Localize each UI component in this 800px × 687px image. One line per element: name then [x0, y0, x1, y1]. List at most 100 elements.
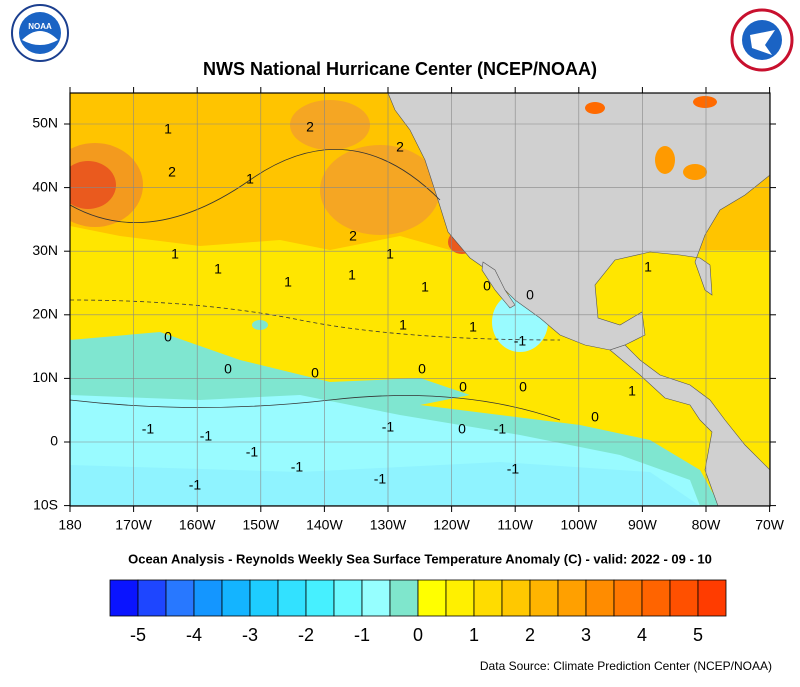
- lon-label: 170W: [115, 517, 152, 533]
- colorbar-swatch: [585, 579, 615, 617]
- colorbar-swatch: [641, 579, 671, 617]
- colorbar-swatch: [529, 579, 559, 617]
- colorbar-swatch: [137, 579, 167, 617]
- contour-label: 1: [399, 317, 407, 333]
- colorbar-swatch: [193, 579, 223, 617]
- contour-label: -1: [382, 419, 395, 435]
- colorbar-swatch: [109, 579, 139, 617]
- contour-label: 1: [421, 279, 429, 295]
- colorbar-swatch: [249, 579, 279, 617]
- colorbar-label: 3: [581, 625, 591, 645]
- contour-label: 0: [164, 329, 172, 345]
- colorbar-swatch: [445, 579, 475, 617]
- contour-label: 0: [224, 361, 232, 377]
- colorbar-label: 5: [693, 625, 703, 645]
- lat-label: 40N: [32, 178, 58, 194]
- lon-label: 110W: [497, 517, 533, 533]
- contour-label: 0: [519, 379, 527, 395]
- lon-label: 120W: [433, 517, 470, 533]
- lon-label: 80W: [692, 517, 722, 533]
- colorbar-swatch: [277, 579, 307, 617]
- lon-label: 180: [58, 517, 82, 533]
- colorbar-swatch: [697, 579, 727, 617]
- noaa-logo-text: NOAA: [28, 22, 52, 31]
- lat-label: 10N: [32, 369, 58, 385]
- contour-label: 1: [164, 121, 172, 137]
- map-frame: [69, 92, 771, 507]
- lat-label: 10S: [33, 496, 58, 512]
- contour-label: -1: [246, 444, 259, 460]
- lon-label: 90W: [628, 517, 658, 533]
- contour-label: -1: [200, 428, 213, 444]
- title: NWS National Hurricane Center (NCEP/NOAA…: [203, 59, 597, 79]
- contour-label: 1: [469, 319, 477, 335]
- contour-label: 1: [214, 261, 222, 277]
- lon-label: 70W: [755, 517, 785, 533]
- contour-label: 1: [386, 246, 394, 262]
- lat-label: 50N: [32, 115, 58, 131]
- colorbar-swatch: [473, 579, 503, 617]
- contour-label: 2: [396, 139, 404, 155]
- contour-label: -1: [507, 461, 520, 477]
- contour-label: 2: [306, 119, 314, 135]
- contour-label: -1: [189, 477, 202, 493]
- colorbar-label: -4: [186, 625, 202, 645]
- colorbar-swatch: [165, 579, 195, 617]
- colorbar-label: -5: [130, 625, 146, 645]
- lon-label: 100W: [561, 517, 598, 533]
- caption: Ocean Analysis - Reynolds Weekly Sea Sur…: [128, 551, 712, 566]
- lat-label: 30N: [32, 242, 58, 258]
- lat-label: 0: [50, 433, 58, 449]
- contour-label: 0: [458, 421, 466, 437]
- contour-label: -1: [291, 459, 304, 475]
- contour-label: 1: [628, 383, 636, 399]
- lon-label: 150W: [243, 517, 280, 533]
- contour-label: 1: [171, 246, 179, 262]
- colorbar-label: 1: [469, 625, 479, 645]
- lon-label: 140W: [306, 517, 343, 533]
- contour-label: 1: [644, 259, 652, 275]
- contour-label: 2: [349, 228, 357, 244]
- colorbar-swatch: [417, 579, 447, 617]
- lat-label: 20N: [32, 306, 58, 322]
- contour-label: -1: [494, 421, 507, 437]
- contour-label: -1: [514, 333, 527, 349]
- contour-label: 0: [311, 365, 319, 381]
- contour-label: 1: [348, 267, 356, 283]
- noaa-logo: NOAA: [11, 4, 69, 62]
- colorbar-label: 2: [525, 625, 535, 645]
- colorbar-label: 0: [413, 625, 423, 645]
- colorbar-label: -1: [354, 625, 370, 645]
- colorbar-swatch: [557, 579, 587, 617]
- nws-logo: [730, 8, 794, 72]
- contour-label: 0: [418, 361, 426, 377]
- contour-label: 2: [168, 164, 176, 180]
- contour-label: 1: [246, 171, 254, 187]
- colorbar: -5 -4 -3 -2 -1 0 1 2 3 4 5: [109, 579, 727, 645]
- colorbar-swatch: [221, 579, 251, 617]
- lon-label: 130W: [370, 517, 407, 533]
- contour-label: 0: [483, 278, 491, 294]
- anomaly-field: [70, 93, 770, 506]
- colorbar-swatch: [501, 579, 531, 617]
- colorbar-swatch: [613, 579, 643, 617]
- colorbar-swatch: [389, 579, 419, 617]
- contour-label: 1: [284, 274, 292, 290]
- lon-label: 160W: [179, 517, 216, 533]
- contour-label: 0: [459, 379, 467, 395]
- colorbar-label: 4: [637, 625, 647, 645]
- contour-label: -1: [374, 471, 387, 487]
- contour-label: 0: [591, 409, 599, 425]
- colorbar-swatch: [669, 579, 699, 617]
- colorbar-swatch: [305, 579, 335, 617]
- colorbar-label: -3: [242, 625, 258, 645]
- colorbar-label: -2: [298, 625, 314, 645]
- colorbar-swatch: [333, 579, 363, 617]
- contour-label: 0: [526, 287, 534, 303]
- data-source: Data Source: Climate Prediction Center (…: [480, 659, 772, 673]
- contour-label: -1: [142, 421, 155, 437]
- colorbar-swatch: [361, 579, 391, 617]
